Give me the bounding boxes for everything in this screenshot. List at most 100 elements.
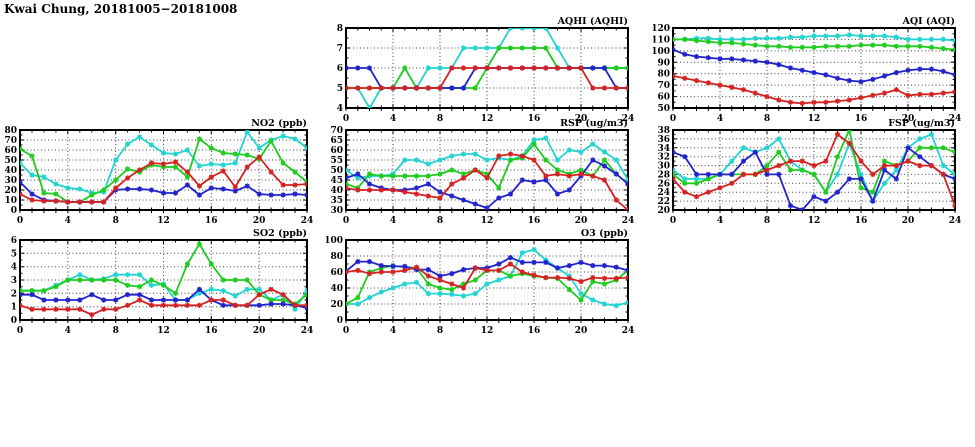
- svg-text:5: 5: [11, 249, 17, 259]
- svg-text:4: 4: [65, 326, 71, 336]
- series-red: [346, 65, 628, 91]
- chart-rsp: 30 35 40 45 50 55 60 65 70 0 4 8 12 16 20 24 RSP (ug/m3): [326, 116, 640, 230]
- svg-text:12: 12: [481, 216, 494, 226]
- svg-text:36: 36: [657, 135, 670, 145]
- svg-text:32: 32: [657, 153, 670, 163]
- svg-text:0: 0: [17, 326, 23, 336]
- svg-text:16: 16: [528, 114, 541, 124]
- svg-text:60: 60: [330, 146, 343, 156]
- svg-text:2: 2: [11, 289, 17, 299]
- svg-text:24: 24: [301, 326, 314, 336]
- svg-text:5: 5: [337, 84, 343, 94]
- svg-text:70: 70: [4, 136, 17, 146]
- svg-text:12: 12: [481, 326, 494, 336]
- svg-text:4: 4: [390, 216, 396, 226]
- svg-text:38: 38: [657, 126, 670, 136]
- svg-text:24: 24: [622, 216, 635, 226]
- series-blue: [673, 47, 955, 85]
- svg-text:0: 0: [343, 326, 349, 336]
- series-cyan: [20, 130, 307, 196]
- svg-text:7: 7: [337, 44, 343, 54]
- svg-text:16: 16: [528, 326, 541, 336]
- svg-text:34: 34: [657, 144, 670, 154]
- svg-text:8: 8: [764, 216, 770, 226]
- chart-so2: 0 1 2 3 4 5 6 0 4 8 12 16 20 24 SO2 (ppb): [0, 226, 319, 340]
- svg-text:8: 8: [113, 216, 119, 226]
- svg-text:30: 30: [330, 206, 343, 216]
- svg-text:16: 16: [205, 326, 218, 336]
- svg-text:SO2 (ppb): SO2 (ppb): [253, 228, 307, 239]
- svg-text:12: 12: [157, 326, 170, 336]
- svg-text:RSP (ug/m3): RSP (ug/m3): [560, 118, 628, 129]
- svg-text:4: 4: [717, 114, 723, 124]
- svg-text:24: 24: [301, 216, 314, 226]
- svg-text:4: 4: [390, 326, 396, 336]
- svg-text:110: 110: [653, 35, 670, 45]
- svg-text:4: 4: [717, 216, 723, 226]
- svg-text:1: 1: [11, 303, 17, 313]
- svg-text:AQHI (AQHI): AQHI (AQHI): [557, 16, 628, 27]
- chart-o3: 0 20 40 60 80 100 0 4 8 12 16 20 24 O3 (ppb): [324, 226, 640, 340]
- svg-text:20: 20: [575, 326, 588, 336]
- svg-text:60: 60: [330, 268, 343, 278]
- svg-text:60: 60: [4, 146, 17, 156]
- svg-text:O3 (ppb): O3 (ppb): [581, 228, 628, 239]
- svg-text:40: 40: [330, 284, 343, 294]
- svg-text:4: 4: [337, 104, 343, 114]
- svg-text:100: 100: [326, 236, 343, 246]
- svg-text:80: 80: [330, 252, 343, 262]
- series-cyan: [673, 32, 955, 44]
- svg-text:20: 20: [330, 300, 343, 310]
- series-red: [673, 131, 955, 209]
- svg-text:24: 24: [622, 114, 635, 124]
- svg-text:20: 20: [902, 216, 915, 226]
- svg-text:4: 4: [390, 114, 396, 124]
- svg-text:20: 20: [4, 186, 17, 196]
- svg-text:FSP (ug/m3): FSP (ug/m3): [888, 118, 955, 129]
- svg-text:65: 65: [330, 136, 343, 146]
- svg-text:28: 28: [657, 170, 670, 180]
- svg-text:90: 90: [657, 58, 670, 68]
- svg-text:50: 50: [657, 104, 670, 114]
- svg-text:24: 24: [657, 188, 670, 198]
- svg-text:8: 8: [437, 216, 443, 226]
- chart-fsp: 20 22 24 26 28 30 32 34 36 38 0 4 8 12 16 20 24 FSP (ug/m…: [653, 116, 967, 230]
- svg-text:12: 12: [481, 114, 494, 124]
- svg-text:70: 70: [657, 81, 670, 91]
- svg-text:26: 26: [657, 179, 670, 189]
- svg-text:6: 6: [337, 64, 343, 74]
- svg-text:20: 20: [575, 114, 588, 124]
- chart-aqi: 50 60 70 80 90 100 110 120 0 4 8 12 16 20 24 AQI (AQI): [651, 14, 967, 128]
- series-red: [346, 151, 628, 210]
- svg-text:30: 30: [4, 176, 17, 186]
- svg-text:4: 4: [65, 216, 71, 226]
- svg-text:0: 0: [670, 216, 676, 226]
- svg-text:50: 50: [330, 166, 343, 176]
- svg-text:12: 12: [157, 216, 170, 226]
- svg-text:30: 30: [657, 162, 670, 172]
- svg-text:0: 0: [337, 316, 343, 326]
- page-title: Kwai Chung, 20181005−20181008: [4, 2, 238, 16]
- svg-text:3: 3: [11, 276, 17, 286]
- svg-text:AQI (AQI): AQI (AQI): [902, 16, 955, 27]
- chart-aqhi: 4 5 6 7 8 0 4 8 12 16 20 24 AQHI (AQHI): [326, 14, 640, 128]
- svg-text:8: 8: [764, 114, 770, 124]
- svg-text:40: 40: [330, 186, 343, 196]
- svg-text:100: 100: [653, 47, 670, 57]
- svg-text:4: 4: [11, 263, 17, 273]
- svg-text:45: 45: [330, 176, 343, 186]
- svg-text:120: 120: [653, 24, 670, 34]
- svg-text:35: 35: [330, 196, 343, 206]
- svg-text:80: 80: [4, 126, 17, 136]
- svg-text:16: 16: [528, 216, 541, 226]
- svg-text:0: 0: [17, 216, 23, 226]
- svg-text:70: 70: [330, 126, 343, 136]
- svg-text:24: 24: [949, 216, 962, 226]
- svg-text:24: 24: [949, 114, 962, 124]
- svg-text:24: 24: [622, 326, 635, 336]
- svg-text:0: 0: [11, 316, 17, 326]
